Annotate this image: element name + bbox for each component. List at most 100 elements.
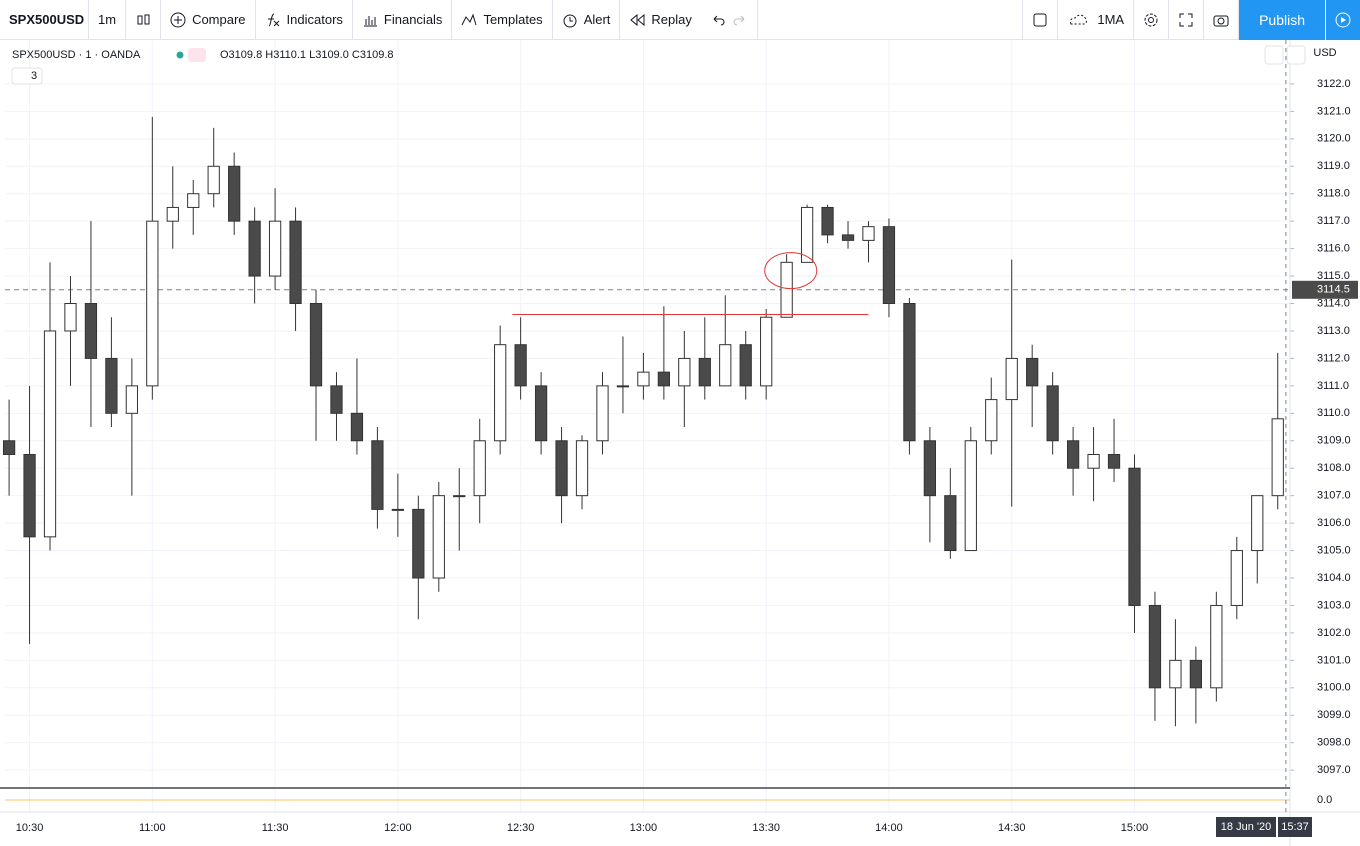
layout-button[interactable]: 1MA bbox=[1058, 0, 1135, 40]
candle bbox=[207, 127, 220, 208]
candle-body bbox=[330, 385, 343, 414]
candle-body bbox=[1230, 550, 1243, 606]
candle bbox=[187, 179, 200, 235]
candle-body bbox=[637, 371, 650, 387]
icon bbox=[1144, 13, 1158, 26]
icon bbox=[363, 15, 377, 26]
candle bbox=[555, 427, 568, 524]
status-badge bbox=[188, 48, 206, 62]
price-label-box bbox=[1292, 280, 1358, 299]
candle bbox=[494, 325, 507, 455]
chart-style[interactable] bbox=[126, 0, 162, 40]
price-label: 3114.5 bbox=[1317, 284, 1350, 296]
candle-body bbox=[985, 399, 998, 442]
candle-body bbox=[821, 206, 834, 236]
label: 1MA bbox=[1097, 12, 1125, 27]
candle bbox=[800, 204, 814, 263]
candle-body bbox=[862, 226, 875, 241]
candle-body bbox=[166, 206, 179, 222]
reset-button[interactable] bbox=[1286, 45, 1306, 65]
candle-body bbox=[289, 220, 302, 305]
compare-button[interactable]: Compare bbox=[161, 0, 256, 40]
indicators-button[interactable]: Indicators bbox=[256, 0, 353, 40]
candle-body bbox=[268, 220, 282, 277]
toolbar: SPX500USD 1m Compare Indicators Financia… bbox=[0, 0, 1360, 40]
candle-body bbox=[412, 508, 425, 579]
y-tick-label: 3109.0 bbox=[1317, 435, 1351, 447]
candle-body bbox=[350, 412, 364, 442]
interval[interactable]: 1m bbox=[89, 0, 127, 40]
templates-button[interactable]: Templates bbox=[452, 0, 553, 40]
y-tick-label: 3107.0 bbox=[1317, 490, 1351, 502]
candle-body bbox=[1271, 418, 1284, 497]
candle bbox=[1251, 495, 1264, 584]
candle bbox=[944, 468, 957, 559]
fullscreen-button[interactable] bbox=[1169, 0, 1205, 40]
label: Indicators bbox=[286, 12, 343, 27]
candle bbox=[1230, 536, 1243, 620]
x-tick-label: 12:30 bbox=[507, 822, 535, 834]
snapshot-button[interactable] bbox=[1204, 0, 1240, 40]
financials-button[interactable]: Financials bbox=[353, 0, 453, 40]
replay-button[interactable]: Replay bbox=[620, 0, 758, 40]
publish-button[interactable]: Publish bbox=[1239, 0, 1325, 40]
x-tick-label: 15:00 bbox=[1121, 822, 1149, 834]
candle-body bbox=[903, 303, 916, 442]
candle-body bbox=[228, 165, 241, 222]
candle-body bbox=[43, 330, 57, 538]
candle bbox=[125, 358, 138, 496]
symbol[interactable]: SPX500USD bbox=[0, 0, 89, 40]
candle bbox=[739, 330, 752, 400]
candle bbox=[268, 188, 282, 290]
undo[interactable] bbox=[710, 12, 726, 28]
scroll-button[interactable] bbox=[1264, 45, 1284, 65]
candle bbox=[289, 207, 302, 331]
y-tick-label: 3100.0 bbox=[1317, 682, 1351, 694]
y-tick-label: 3115.0 bbox=[1317, 270, 1350, 282]
candle bbox=[23, 385, 36, 644]
redo[interactable] bbox=[732, 12, 748, 28]
candle bbox=[350, 358, 364, 455]
alert-button[interactable]: Alert bbox=[553, 0, 621, 40]
y-tick-label: 3099.0 bbox=[1317, 709, 1351, 721]
candle-body bbox=[739, 344, 752, 387]
fullscreen-select[interactable] bbox=[1022, 0, 1059, 40]
y-tick-label: 3113.0 bbox=[1317, 325, 1350, 337]
candle-body bbox=[453, 495, 466, 498]
candle-body bbox=[64, 303, 77, 332]
candle bbox=[780, 254, 793, 318]
y-tick-label: 3108.0 bbox=[1317, 462, 1351, 474]
candle bbox=[1148, 591, 1162, 721]
candle bbox=[64, 276, 77, 386]
chart-background bbox=[0, 40, 1360, 846]
candle bbox=[1189, 646, 1203, 724]
candle-body bbox=[1128, 467, 1141, 606]
time-label-box bbox=[1278, 817, 1312, 837]
x-tick-label: 13:00 bbox=[630, 822, 658, 834]
candle-body bbox=[2, 440, 16, 455]
play-button[interactable] bbox=[1325, 0, 1360, 40]
candle bbox=[923, 427, 936, 543]
candle bbox=[1005, 259, 1018, 507]
candle-body bbox=[698, 357, 711, 387]
candle-body bbox=[514, 344, 527, 387]
candle-body bbox=[105, 357, 118, 414]
candle bbox=[534, 372, 548, 455]
x-tick-label: 10:30 bbox=[16, 822, 44, 834]
candle-body bbox=[207, 165, 220, 195]
candle bbox=[719, 295, 732, 387]
candle-body bbox=[800, 206, 814, 263]
candle-body bbox=[1251, 495, 1264, 552]
x-tick-label: 11:30 bbox=[262, 822, 289, 834]
candle bbox=[637, 352, 650, 400]
settings-button[interactable] bbox=[1134, 0, 1170, 40]
candle-body bbox=[391, 508, 404, 511]
collapse-box[interactable] bbox=[11, 67, 43, 85]
candle-icon bbox=[137, 14, 150, 24]
label: Replay bbox=[651, 12, 692, 27]
candle bbox=[2, 399, 16, 496]
candle-body bbox=[1026, 357, 1039, 387]
candle-body bbox=[371, 440, 384, 510]
candle bbox=[903, 298, 916, 455]
